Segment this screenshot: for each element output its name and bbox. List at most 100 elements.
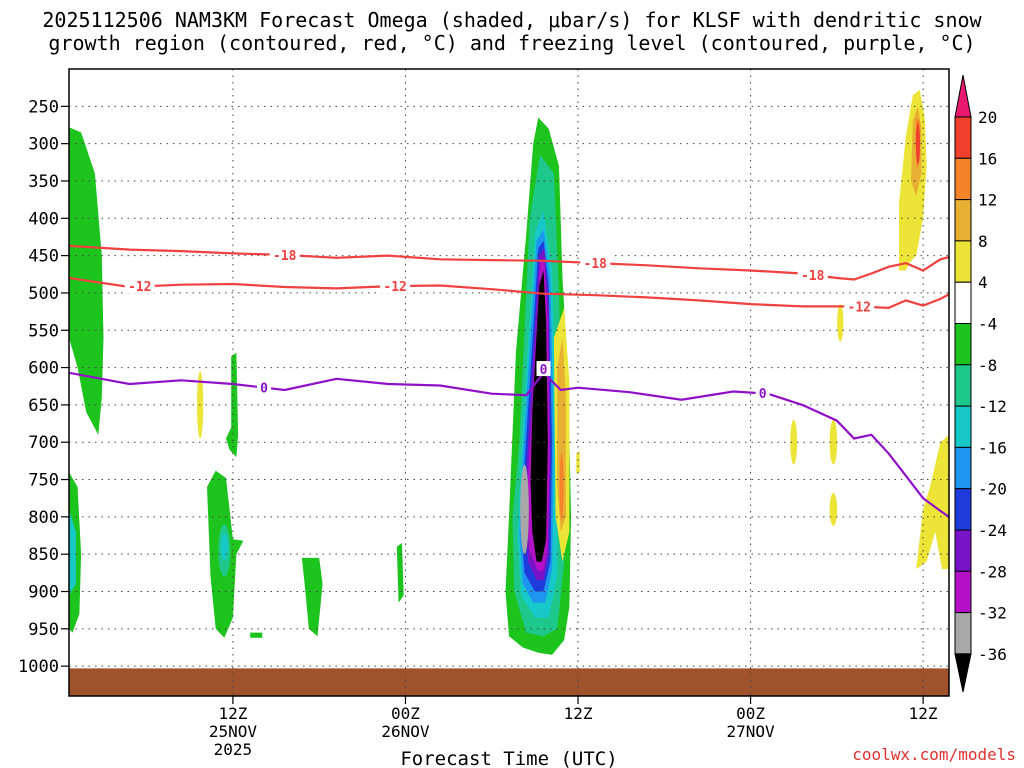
- colorbar-label: -16: [978, 438, 1007, 457]
- y-tick-label: 600: [28, 359, 59, 379]
- colorbar-segment: [954, 323, 972, 366]
- contour-line: [69, 244, 949, 281]
- contour-label-background: [755, 384, 770, 400]
- omega-region: [301, 557, 323, 637]
- x-axis-title: Forecast Time (UTC): [400, 748, 617, 768]
- contour-label: 0: [759, 387, 767, 402]
- y-tick-label: 500: [28, 284, 59, 304]
- x-tick-label: 12Z: [564, 704, 593, 723]
- omega-region: [837, 304, 844, 342]
- colorbar-label: 12: [978, 191, 997, 210]
- colorbar-label: -24: [978, 521, 1007, 540]
- contour-line: [69, 371, 949, 518]
- x-tick-label: 25NOV: [209, 722, 258, 741]
- contour-label: 0: [540, 363, 548, 378]
- colorbar-segment: [954, 405, 972, 448]
- colorbar-bottom-arrow: [954, 653, 972, 693]
- y-tick-label: 950: [28, 620, 59, 640]
- contour-lines: -18 -18 -18 -12 -12 -12 0 0 0: [69, 244, 949, 518]
- omega-core: [530, 270, 548, 562]
- contour-label: -18: [801, 269, 825, 284]
- colorbar-label: -32: [978, 604, 1007, 623]
- contour-label-background: [124, 278, 155, 294]
- colorbar-segment: [954, 157, 972, 201]
- omega-region: [520, 464, 529, 555]
- omega-region: [576, 451, 580, 474]
- contour-label: -12: [383, 280, 406, 295]
- y-tick-label: 400: [28, 209, 59, 229]
- y-tick-label: 850: [28, 545, 59, 565]
- contour-label: -18: [273, 249, 297, 264]
- colorbar-label: 16: [978, 149, 997, 168]
- plot-frame: [68, 68, 950, 697]
- colorbar-label: -8: [978, 356, 997, 375]
- colorbar-label: 20: [978, 108, 997, 127]
- colorbar-label: 8: [978, 232, 988, 251]
- omega-shading: [69, 89, 949, 696]
- colorbar-segment: [954, 199, 972, 242]
- contour-label-background: [844, 298, 875, 314]
- omega-region: [915, 122, 921, 165]
- omega-region: [829, 492, 838, 526]
- colorbar-segment: [954, 529, 972, 572]
- contour-line: [69, 276, 949, 310]
- contour-label-background: [797, 267, 828, 283]
- contour-label-background: [269, 246, 300, 262]
- colorbar-label: -36: [978, 645, 1007, 664]
- contour-label-background: [380, 278, 411, 294]
- colorbar: 20 16 12 8 4 -4 -8 -12 -16 -20 -24 -28 -32 -36: [954, 74, 1007, 693]
- y-tick-label: 900: [28, 583, 59, 603]
- colorbar-label: 4: [978, 273, 988, 292]
- omega-region: [557, 337, 566, 532]
- colorbar-segment: [954, 488, 972, 531]
- colorbar-segment: [954, 570, 972, 614]
- omega-region: [250, 632, 263, 638]
- x-tick-label: 27NOV: [726, 722, 775, 741]
- contour-label: -18: [584, 257, 608, 272]
- colorbar-segment: [954, 116, 972, 159]
- x-tick-label: 2025: [214, 740, 253, 759]
- omega-region: [790, 419, 798, 465]
- colorbar-top-arrow: [954, 74, 972, 118]
- colorbar-label: -28: [978, 562, 1007, 581]
- colorbar-segment: [954, 281, 972, 325]
- colorbar-segment: [954, 240, 972, 283]
- colorbar-segment: [954, 446, 972, 490]
- y-tick-label: 350: [28, 172, 59, 192]
- omega-region: [829, 419, 838, 465]
- colorbar-label: -12: [978, 397, 1007, 416]
- contour-label-background: [536, 361, 551, 377]
- y-tick-label: 750: [28, 471, 59, 491]
- x-tick-label: 12Z: [218, 704, 247, 723]
- contour-label: -12: [128, 280, 151, 295]
- colorbar-segment: [954, 364, 972, 407]
- y-tick-label: 300: [28, 135, 59, 155]
- contour-label-background: [256, 379, 271, 395]
- omega-region: [69, 509, 76, 596]
- contour-label: 0: [260, 382, 268, 397]
- credit-text: coolwx.com/models: [852, 745, 1016, 764]
- omega-region: [916, 434, 949, 570]
- contour-label: -12: [848, 300, 871, 315]
- colorbar-segment: [954, 612, 972, 655]
- y-tick-label: 450: [28, 247, 59, 267]
- contour-label-background: [580, 255, 611, 271]
- colorbar-label: -20: [978, 480, 1007, 499]
- x-tick-label: 12Z: [909, 704, 938, 723]
- chart-title-line-1: 2025112506 NAM3KM Forecast Omega (shaded…: [42, 8, 982, 32]
- y-tick-label: 800: [28, 508, 59, 528]
- y-tick-label: 550: [28, 321, 59, 341]
- y-tick-label: 250: [28, 97, 59, 117]
- grid-lines: [69, 69, 949, 696]
- omega-region: [220, 533, 228, 561]
- x-tick-label: 00Z: [736, 704, 765, 723]
- y-tick-label: 1000: [18, 657, 59, 677]
- y-tick-label: 650: [28, 396, 59, 416]
- omega-region: [559, 453, 564, 521]
- omega-region: [396, 543, 404, 603]
- axes: 250 300 350 400 450 500 550 600 650 700 750 800 850 9…: [18, 97, 938, 768]
- colorbar-label: -4: [978, 315, 997, 334]
- chart-title-line-2: growth region (contoured, red, °C) and f…: [48, 31, 976, 55]
- y-tick-label: 700: [28, 433, 59, 453]
